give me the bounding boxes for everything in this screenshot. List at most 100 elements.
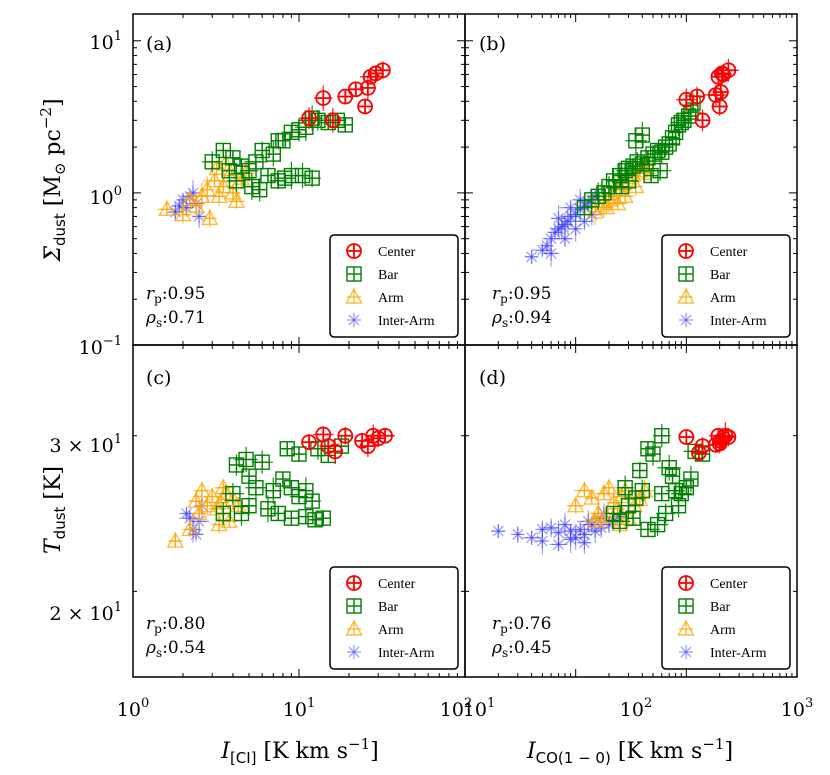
data-point xyxy=(566,496,585,513)
data-point xyxy=(544,246,559,261)
legend-marker xyxy=(346,575,362,591)
data-point xyxy=(613,178,630,195)
legend-marker xyxy=(346,243,362,259)
y-title-top-sub: dust xyxy=(51,213,69,246)
data-point xyxy=(301,110,317,127)
stat-rp-d: rp:0.76 xyxy=(492,614,551,636)
data-point xyxy=(617,480,633,496)
data-point xyxy=(193,481,211,498)
x-tick-label: 101 xyxy=(283,696,315,721)
y-axis-title-bottom: Tdust [K] xyxy=(41,466,69,554)
ticks-b xyxy=(464,14,798,346)
legend-label: Center xyxy=(710,245,748,260)
legend-marker xyxy=(678,598,694,614)
stat-rs-d: ρs:0.45 xyxy=(491,638,552,660)
data-point xyxy=(283,510,300,526)
data-point xyxy=(544,520,559,535)
stat-rp-c: rp:0.80 xyxy=(146,614,205,636)
data-point xyxy=(712,84,729,100)
data-point xyxy=(640,521,656,538)
data-point xyxy=(535,534,550,549)
data-point xyxy=(327,443,344,460)
data-point xyxy=(524,249,539,264)
x-title-right-sub: CO(1 − 0) xyxy=(536,749,611,767)
data-point xyxy=(187,491,205,508)
data-point xyxy=(301,434,317,451)
y-title-bottom-symbol: T xyxy=(41,537,66,554)
data-point xyxy=(225,150,241,166)
legend-label: Bar xyxy=(378,268,399,283)
stat-rs-b: ρs:0.94 xyxy=(491,308,552,330)
y-tick-label: 100 xyxy=(90,184,122,209)
legend-marker xyxy=(678,575,694,591)
x-tick-label: 103 xyxy=(781,696,813,721)
data-point xyxy=(616,186,634,203)
data-point xyxy=(275,471,291,487)
y-title-top-unit-sym: ⊙ xyxy=(51,163,69,176)
legend-label: Center xyxy=(378,245,416,260)
x-title-left-close: ] xyxy=(370,739,379,764)
data-point xyxy=(605,505,622,522)
data-point xyxy=(652,162,668,179)
legend-label: Arm xyxy=(710,623,736,638)
legend-marker xyxy=(347,645,361,659)
data-point xyxy=(181,519,199,537)
data-point xyxy=(600,478,618,495)
data-point xyxy=(590,188,606,204)
data-point xyxy=(174,205,192,222)
series-center xyxy=(676,58,740,132)
data-point xyxy=(298,482,314,499)
data-point xyxy=(298,508,314,525)
data-point xyxy=(577,535,592,550)
legend-marker xyxy=(345,287,363,304)
panel-d: Center Bar Arm Inter-Arm xyxy=(464,344,798,678)
data-point xyxy=(568,221,583,236)
series-bar xyxy=(215,436,350,528)
legend-label: Center xyxy=(710,577,748,592)
data-point xyxy=(158,199,176,217)
data-point xyxy=(204,154,220,170)
series-bar xyxy=(605,424,711,538)
data-point xyxy=(664,468,681,484)
y-title-top-unit: [M xyxy=(41,175,66,206)
x-title-right-symbol: I xyxy=(526,739,537,764)
data-point xyxy=(576,199,593,216)
plot-area-a xyxy=(157,61,391,229)
x-title-right-unit-sup: −1 xyxy=(702,735,724,753)
data-point xyxy=(337,88,354,105)
data-point xyxy=(557,231,572,246)
y-tick-label: 101 xyxy=(90,29,122,54)
data-point xyxy=(270,505,286,522)
data-point xyxy=(357,98,373,115)
data-point xyxy=(609,194,627,211)
x-tick-label: 100 xyxy=(117,696,149,721)
x-title-right-unit: [K km s xyxy=(618,739,703,764)
x-title-left-unit: [K km s xyxy=(264,739,349,764)
data-point xyxy=(661,460,677,476)
data-point xyxy=(310,112,326,129)
legend-d: Center Bar Arm Inter-Arm xyxy=(661,566,791,670)
series-center xyxy=(678,422,737,461)
y-title-bottom-unit: [K] xyxy=(41,466,66,500)
x-axis-title-right: ICO(1 − 0) [K km s−1] xyxy=(526,735,733,767)
data-point xyxy=(201,208,219,226)
data-point xyxy=(275,133,291,149)
legend-label: Inter-Arm xyxy=(378,314,435,329)
data-point xyxy=(228,457,245,473)
data-point xyxy=(694,112,711,129)
x-title-left-sub: [CI] xyxy=(230,749,257,767)
data-point xyxy=(166,531,185,548)
axes-frame xyxy=(464,344,798,678)
series-center xyxy=(299,61,391,133)
data-point xyxy=(657,505,674,522)
data-point xyxy=(625,510,641,526)
ticks-d xyxy=(464,345,798,677)
legend-b: Center Bar Arm Inter-Arm xyxy=(661,234,791,338)
y-title-top-symbol: Σ xyxy=(41,246,66,263)
panel-tag-d: (d) xyxy=(479,367,506,389)
legend-marker xyxy=(677,619,695,636)
x-tick-label: 102 xyxy=(440,696,472,721)
series-center xyxy=(301,424,396,465)
x-tick-label: 101 xyxy=(463,696,495,721)
data-point xyxy=(307,512,323,528)
